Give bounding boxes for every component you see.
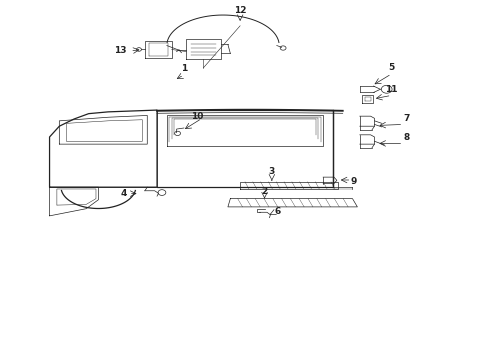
Text: 9: 9 <box>350 176 356 185</box>
Text: 10: 10 <box>191 112 203 121</box>
Text: 4: 4 <box>121 189 127 198</box>
Text: 2: 2 <box>262 187 268 196</box>
Text: 12: 12 <box>234 6 246 15</box>
Text: 6: 6 <box>274 207 281 216</box>
Text: 8: 8 <box>403 133 409 142</box>
Text: 13: 13 <box>114 46 127 55</box>
Text: 1: 1 <box>181 64 187 73</box>
Text: 5: 5 <box>389 63 395 72</box>
Text: 7: 7 <box>403 114 410 123</box>
Text: 11: 11 <box>385 85 398 94</box>
Text: 3: 3 <box>269 167 275 176</box>
